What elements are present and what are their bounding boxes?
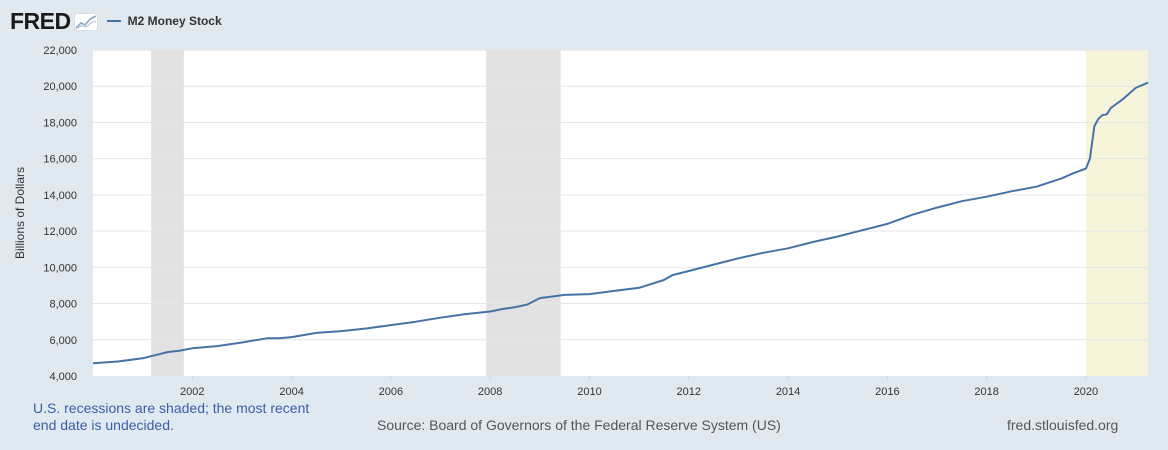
y-tick-label: 22,000 — [43, 45, 77, 57]
y-axis-label: Billions of Dollars — [13, 167, 27, 259]
y-tick-label: 4,000 — [49, 371, 77, 383]
fred-url-link[interactable]: fred.stlouisfed.org — [1007, 417, 1119, 433]
x-tick-label: 2002 — [180, 386, 204, 398]
recession-bands — [151, 50, 1148, 376]
x-tick-label: 2006 — [379, 386, 403, 398]
x-tick-label: 2012 — [677, 386, 701, 398]
x-tick-label: 2018 — [974, 386, 998, 398]
plot-area — [93, 50, 1148, 376]
legend: M2 Money Stock — [106, 14, 222, 28]
y-tick-label: 16,000 — [43, 154, 77, 166]
legend-swatch — [106, 20, 121, 22]
recession-band-1 — [486, 50, 561, 376]
chart-header: FRED M2 Money Stock — [10, 8, 222, 34]
y-tick-labels: 4,000 6,000 8,000 10,000 12,000 14,000 16,000 1… — [43, 45, 77, 383]
fred-graph-icon — [73, 13, 98, 31]
y-tick-label: 8,000 — [49, 299, 77, 311]
recession-band-undecided — [1085, 50, 1148, 376]
fred-logo[interactable]: FRED — [10, 7, 71, 34]
x-tick-label: 2010 — [577, 386, 601, 398]
y-tick-label: 6,000 — [49, 335, 77, 347]
legend-label: M2 Money Stock — [127, 14, 222, 28]
x-tick-label: 2016 — [875, 386, 899, 398]
gridlines — [93, 49, 1148, 341]
x-tick-label: 2008 — [478, 386, 502, 398]
y-tick-label: 14,000 — [43, 190, 77, 202]
series-group — [92, 81, 1149, 365]
recession-note: U.S. recessions are shaded; the most rec… — [33, 400, 310, 433]
x-tick-labels: 2002 2004 2006 2008 2010 2012 2014 2016 2018 2020 — [180, 376, 1098, 398]
x-tick-label: 2020 — [1074, 386, 1098, 398]
y-tick-label: 12,000 — [43, 226, 77, 238]
y-tick-label: 18,000 — [43, 117, 77, 129]
x-tick-label: 2004 — [279, 386, 303, 398]
series-line-0 — [92, 81, 1149, 365]
x-tick-label: 2014 — [776, 386, 800, 398]
y-tick-label: 10,000 — [43, 262, 77, 274]
y-tick-label: 20,000 — [43, 81, 77, 93]
recession-band-0 — [151, 50, 184, 376]
source-text: Source: Board of Governors of the Federa… — [377, 417, 781, 433]
